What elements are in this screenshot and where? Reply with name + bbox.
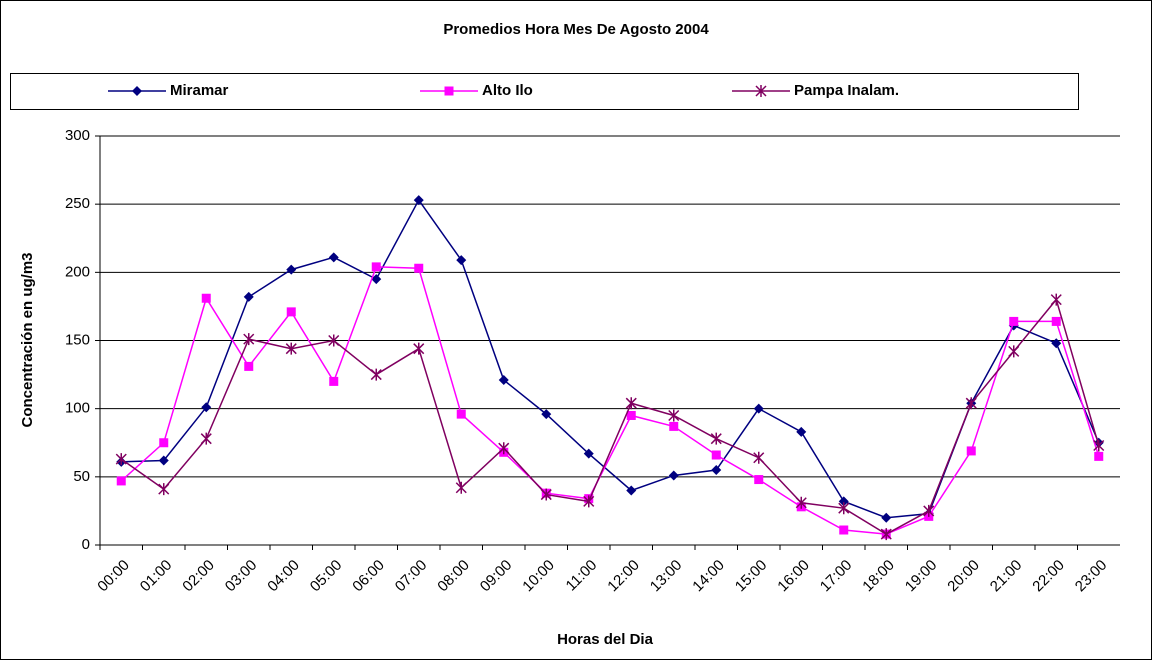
y-axis-label: Concentración en ug/m3 [19, 252, 36, 427]
point [541, 409, 552, 420]
point [965, 397, 977, 410]
point [158, 483, 170, 496]
point [668, 470, 679, 481]
point [923, 504, 935, 517]
point [966, 446, 976, 456]
point [1008, 345, 1020, 358]
point [115, 453, 127, 466]
x-axis-label: Horas del Dia [557, 631, 654, 648]
point [755, 85, 767, 97]
point [413, 342, 425, 355]
y-tick-label: 250 [65, 195, 90, 212]
point [1093, 439, 1105, 452]
legend-box [10, 73, 1079, 110]
point [1050, 293, 1062, 306]
point [754, 475, 764, 485]
y-tick-label: 0 [82, 536, 90, 553]
point [880, 528, 892, 541]
point [1051, 316, 1061, 326]
point [455, 481, 467, 494]
point [583, 448, 594, 459]
y-tick-label: 50 [73, 468, 90, 485]
point [371, 262, 381, 272]
point [498, 375, 509, 386]
point [838, 496, 849, 507]
point [1094, 451, 1104, 461]
point [1051, 338, 1062, 349]
point [625, 397, 637, 410]
point [286, 264, 297, 275]
point [285, 342, 297, 355]
point [668, 409, 680, 422]
point [243, 333, 255, 346]
point [669, 421, 679, 431]
point [159, 438, 169, 448]
point [132, 86, 142, 96]
point [201, 402, 212, 413]
point [444, 86, 454, 96]
point [286, 307, 296, 317]
point [710, 432, 722, 445]
point [583, 495, 595, 508]
point [200, 432, 212, 445]
point [753, 451, 765, 464]
point [795, 496, 807, 509]
point [753, 403, 764, 414]
point [370, 368, 382, 381]
point [244, 361, 254, 371]
legend-label: Pampa Inalam. [794, 82, 899, 99]
point [796, 426, 807, 437]
point [881, 512, 892, 523]
point [711, 465, 722, 476]
series-line [120, 266, 1100, 535]
point [456, 255, 467, 266]
point [413, 195, 424, 206]
point [328, 252, 339, 263]
point [498, 442, 510, 455]
point [158, 455, 169, 466]
point [201, 293, 211, 303]
point [328, 334, 340, 347]
point [626, 485, 637, 496]
point [243, 291, 254, 302]
y-tick-label: 300 [65, 127, 90, 144]
point [540, 488, 552, 501]
point [626, 410, 636, 420]
point [329, 376, 339, 386]
chart-title: Promedios Hora Mes De Agosto 2004 [443, 21, 709, 38]
series-line [120, 298, 1100, 535]
point [839, 525, 849, 535]
point [838, 502, 850, 515]
legend-label: Alto Ilo [482, 82, 533, 99]
y-tick-label: 100 [65, 400, 90, 417]
legend-label: Miramar [170, 82, 229, 99]
y-tick-label: 150 [65, 331, 90, 348]
point [1009, 316, 1019, 326]
point [414, 263, 424, 273]
point [116, 476, 126, 486]
series-line [121, 198, 1100, 519]
y-tick-label: 200 [65, 263, 90, 280]
point [456, 409, 466, 419]
point [711, 450, 721, 460]
point [371, 274, 382, 285]
